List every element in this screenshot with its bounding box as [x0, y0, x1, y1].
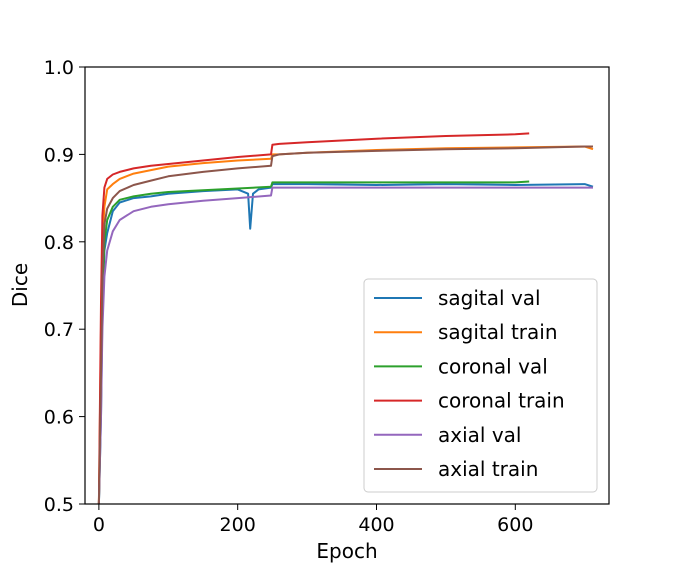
series-line-sagital-val	[97, 183, 594, 504]
series-line-coronal-train	[97, 132, 530, 504]
x-tick-label: 600	[497, 514, 533, 536]
x-tick-label: 0	[93, 514, 105, 536]
y-axis: 0.5 0.6 0.7 0.8 0.9 1.0	[44, 57, 85, 516]
legend-label: axial val	[438, 423, 521, 447]
x-axis-label: Epoch	[316, 539, 377, 563]
y-axis-label: Dice	[8, 263, 32, 307]
y-tick-label: 0.6	[44, 407, 74, 429]
x-tick-label: 200	[220, 514, 256, 536]
y-tick-label: 0.7	[44, 319, 74, 341]
series-line-axial-train	[97, 145, 593, 504]
legend: sagital val sagital train coronal val coron…	[363, 278, 598, 493]
legend-box	[363, 278, 598, 493]
x-axis: 0 200 400 600	[93, 504, 533, 536]
legend-label: coronal train	[438, 389, 565, 413]
y-tick-label: 0.5	[44, 494, 74, 516]
legend-label: coronal val	[438, 354, 548, 378]
y-tick-label: 1.0	[44, 57, 74, 79]
legend-label: sagital train	[438, 320, 558, 344]
legend-label: sagital val	[438, 286, 541, 310]
y-tick-label: 0.9	[44, 144, 74, 166]
plot-area	[97, 132, 594, 504]
series-line-axial-val	[97, 186, 593, 504]
x-tick-label: 400	[358, 514, 394, 536]
plot-frame	[84, 66, 610, 505]
y-tick-label: 0.8	[44, 232, 74, 254]
legend-label: axial train	[438, 457, 538, 481]
